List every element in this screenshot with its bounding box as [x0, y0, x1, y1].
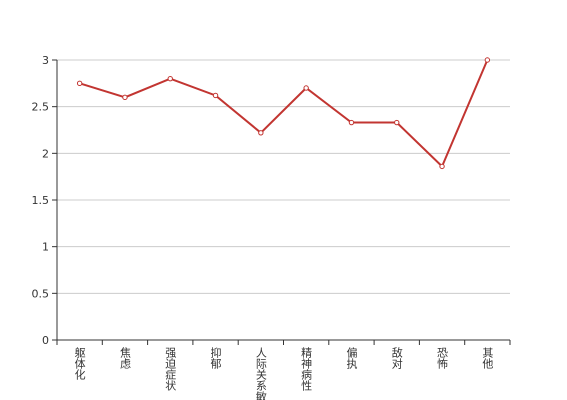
y-tick-label: 0 [42, 334, 49, 347]
x-tick-label: 人际关系敏感 [254, 347, 267, 400]
x-tick-label: 躯体化 [73, 347, 86, 381]
x-tick-label: 偏执 [345, 346, 358, 370]
x-tick-label: 精神病性 [300, 347, 313, 392]
point [348, 119, 355, 126]
point [167, 75, 173, 82]
point [212, 92, 219, 99]
point [258, 130, 264, 136]
x-tick-label: 其他 [481, 347, 494, 369]
x-tick-label: 强迫症状 [164, 347, 177, 391]
x-tick-label: 恐怖 [436, 347, 449, 369]
y-tick-label: 1.5 [32, 194, 50, 207]
point [76, 80, 83, 87]
y-tick-label: 2 [42, 147, 49, 160]
point [484, 57, 491, 63]
y-tick-label: 3 [42, 54, 49, 67]
point [394, 119, 400, 126]
y-tick-label: 1 [42, 241, 49, 254]
y-tick-label: 0.5 [32, 287, 50, 300]
point [122, 94, 128, 101]
y-tick-label: 2.5 [32, 101, 50, 114]
x-tick-label: 敌对 [390, 346, 403, 369]
point [303, 85, 309, 91]
x-tick-label: 抑郁 [209, 346, 222, 369]
line [79, 59, 489, 169]
x-tick-label: 焦虑 [118, 347, 131, 369]
point [439, 163, 445, 170]
